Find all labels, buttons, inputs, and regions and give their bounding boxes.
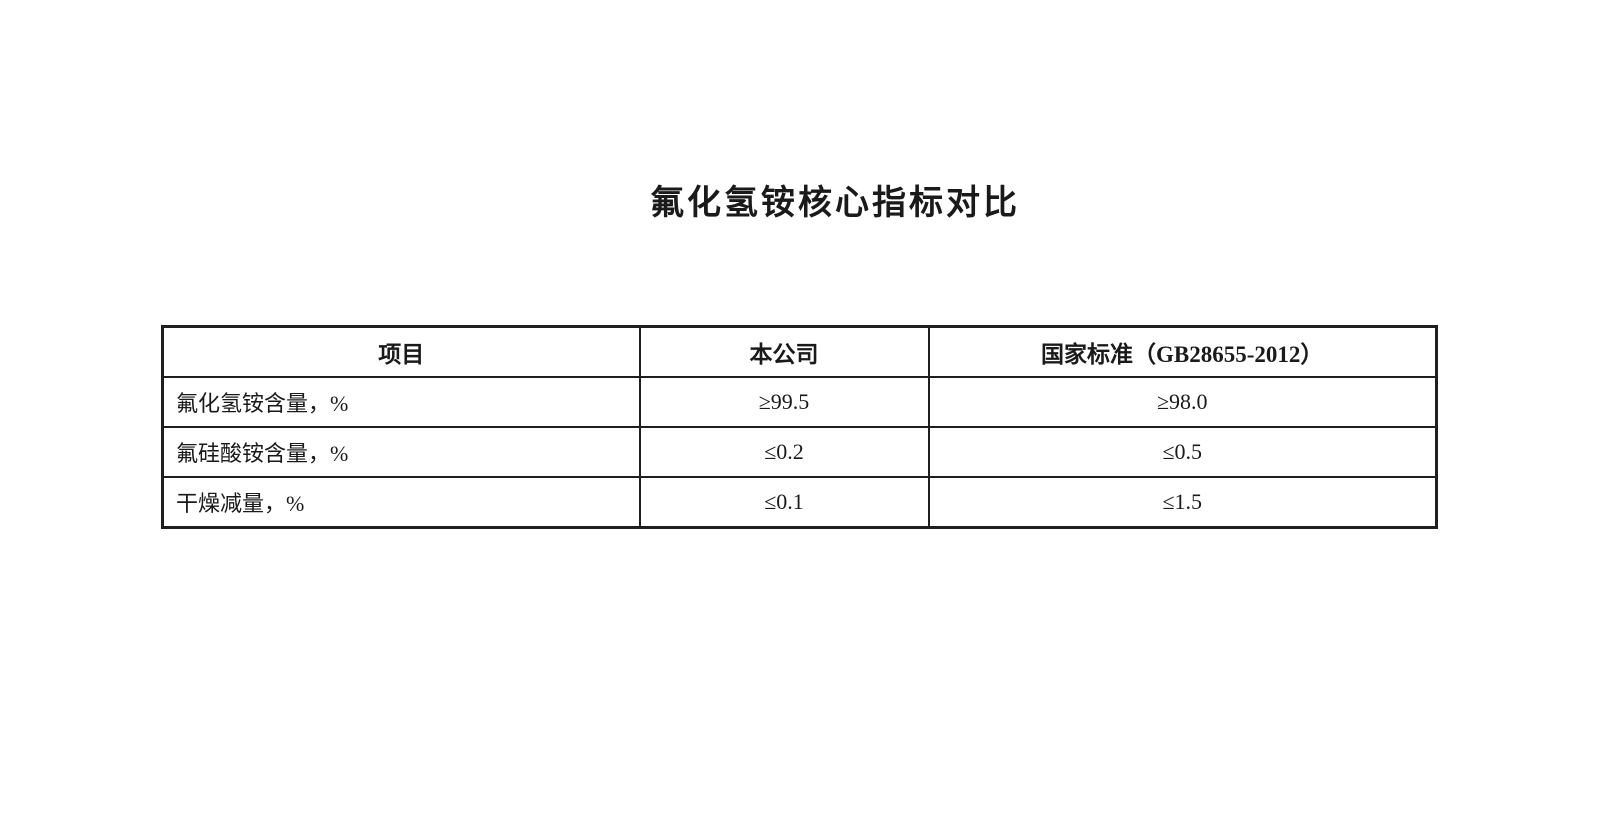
document-title: 氟化氢铵核心指标对比 [650, 185, 1020, 222]
table-row: 干燥减量，% ≤0.1 ≤1.5 [161, 476, 1438, 529]
table-body: 氟化氢铵含量，% ≥99.5 ≥98.0 氟硅酸铵含量，% ≤0.2 ≤0.5 … [161, 376, 1438, 529]
standard-value-cell: ≥98.0 [927, 376, 1438, 428]
column-header-company: 本公司 [638, 325, 930, 378]
column-header-item: 项目 [161, 325, 641, 378]
company-value-cell: ≤0.1 [638, 476, 930, 529]
item-cell: 干燥减量，% [161, 476, 641, 529]
company-value-cell: ≥99.5 [638, 376, 930, 428]
item-cell: 氟化氢铵含量，% [161, 376, 641, 428]
standard-value-cell: ≤0.5 [927, 426, 1438, 478]
header-row: 项目 本公司 国家标准（GB28655-2012） [161, 325, 1438, 378]
column-header-national-standard: 国家标准（GB28655-2012） [927, 325, 1438, 378]
table-row: 氟硅酸铵含量，% ≤0.2 ≤0.5 [161, 426, 1438, 478]
table-header: 项目 本公司 国家标准（GB28655-2012） [161, 325, 1438, 378]
table-row: 氟化氢铵含量，% ≥99.5 ≥98.0 [161, 376, 1438, 428]
standard-value-cell: ≤1.5 [927, 476, 1438, 529]
company-value-cell: ≤0.2 [638, 426, 930, 478]
item-cell: 氟硅酸铵含量，% [161, 426, 641, 478]
spec-comparison-table: 项目 本公司 国家标准（GB28655-2012） 氟化氢铵含量，% ≥99.5… [161, 325, 1438, 529]
